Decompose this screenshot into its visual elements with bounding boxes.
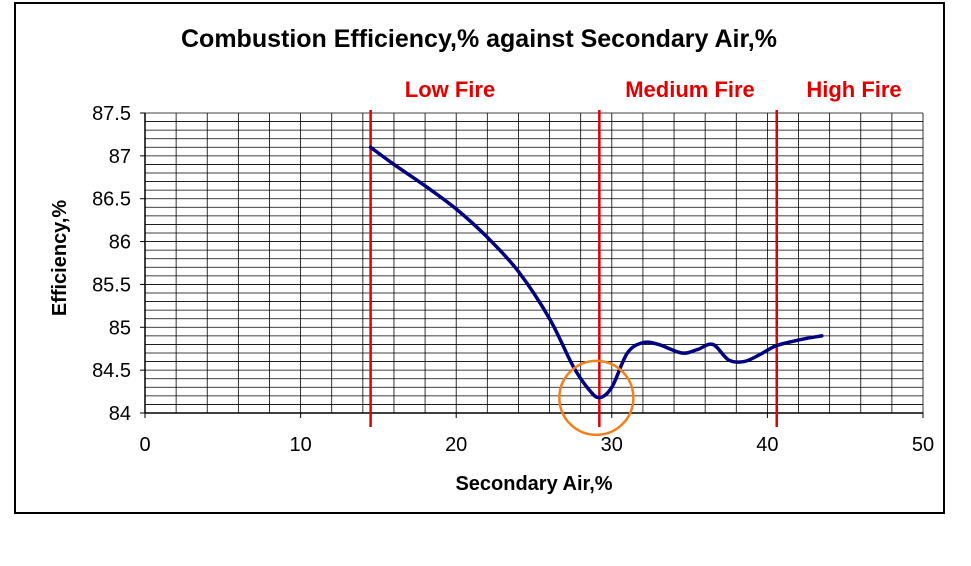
x-tick-label: 0 <box>139 434 150 456</box>
region-label: Low Fire <box>405 77 495 102</box>
chart-frame <box>14 2 945 514</box>
x-tick-label: 40 <box>756 434 778 456</box>
x-tick-label: 30 <box>601 434 623 456</box>
x-tick-label: 20 <box>445 434 467 456</box>
grid <box>144 112 924 414</box>
x-ticks: 0 10 20 30 40 50 <box>139 413 934 456</box>
y-tick-label: 86 <box>109 232 131 254</box>
x-tick-label: 10 <box>289 434 311 456</box>
y-tick-label: 85 <box>109 317 131 339</box>
region-markers: Low Fire Medium Fire High Fire <box>369 77 902 427</box>
y-tick-label: 87 <box>109 146 131 168</box>
y-tick-label: 86.5 <box>92 189 131 211</box>
x-tick-label: 50 <box>912 434 934 456</box>
y-tick-label: 85.5 <box>92 274 131 296</box>
x-axis-label: Secondary Air,% <box>455 473 612 495</box>
y-tick-label: 87.5 <box>92 103 131 125</box>
series-line <box>368 145 824 400</box>
region-label: Medium Fire <box>625 77 755 102</box>
region-label: High Fire <box>806 77 901 102</box>
chart-title: Combustion Efficiency,% against Secondar… <box>181 25 777 53</box>
highlight-circle <box>558 359 635 437</box>
y-tick-label: 84.5 <box>92 360 131 382</box>
y-tick-label: 84 <box>109 403 131 425</box>
y-axis-label: Efficiency,% <box>49 200 71 317</box>
y-ticks: 84 84.5 85 85.5 86 86.5 87 87.5 <box>92 103 145 425</box>
